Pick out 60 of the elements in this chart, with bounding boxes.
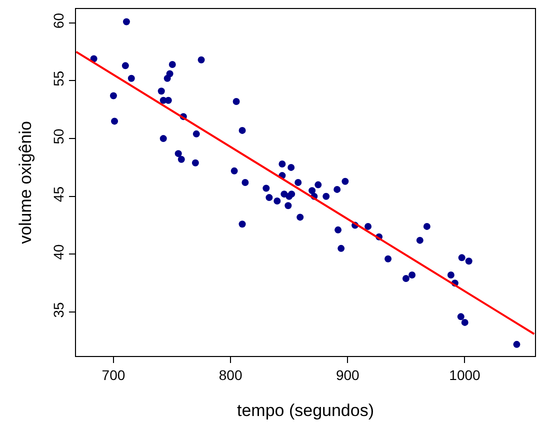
- point: [160, 135, 167, 142]
- point: [192, 159, 199, 166]
- point: [308, 187, 316, 194]
- y-tick-label: 60: [50, 12, 66, 29]
- point: [416, 236, 424, 244]
- point: [457, 313, 464, 320]
- x-tick-label: 700: [102, 366, 126, 383]
- point: [230, 167, 238, 174]
- point: [122, 18, 130, 26]
- point: [342, 178, 349, 185]
- point: [164, 96, 172, 104]
- point: [111, 118, 118, 125]
- point: [110, 92, 117, 100]
- y-tick-label: 40: [50, 244, 66, 260]
- point: [314, 181, 322, 188]
- point: [178, 156, 185, 163]
- point: [458, 254, 466, 262]
- point: [174, 150, 182, 158]
- point: [192, 130, 200, 138]
- y-axis-title: volume oxigênio: [16, 121, 35, 244]
- point: [384, 255, 392, 262]
- point: [242, 179, 249, 186]
- point: [284, 202, 292, 210]
- point: [232, 98, 240, 106]
- point: [408, 272, 416, 279]
- y-tick-label: 55: [50, 70, 66, 86]
- point: [274, 198, 281, 205]
- point: [447, 272, 454, 279]
- point: [288, 164, 295, 171]
- point: [334, 226, 342, 234]
- point: [128, 74, 135, 82]
- point: [296, 214, 304, 221]
- point: [465, 258, 472, 265]
- x-tick-label: 800: [218, 366, 242, 383]
- point: [238, 126, 246, 134]
- point: [166, 70, 174, 78]
- x-tick-label: 1000: [449, 366, 481, 383]
- y-tick-label: 35: [50, 302, 66, 318]
- x-axis-title: tempo (segundos): [236, 401, 374, 420]
- y-tick-label: 45: [50, 186, 66, 202]
- point: [513, 340, 520, 348]
- point: [288, 190, 296, 198]
- point: [198, 56, 205, 64]
- point: [461, 318, 468, 326]
- point: [278, 160, 286, 168]
- point: [322, 192, 330, 200]
- point: [122, 62, 129, 70]
- point: [158, 88, 165, 95]
- point: [334, 186, 341, 193]
- point: [338, 244, 345, 252]
- y-tick-label: 50: [50, 128, 66, 144]
- point: [402, 275, 410, 282]
- point: [168, 61, 176, 68]
- point: [294, 179, 302, 186]
- point: [423, 222, 430, 230]
- point: [266, 194, 273, 202]
- point: [262, 184, 270, 192]
- point: [364, 222, 372, 230]
- point: [238, 220, 246, 228]
- x-tick-label: 900: [336, 366, 360, 383]
